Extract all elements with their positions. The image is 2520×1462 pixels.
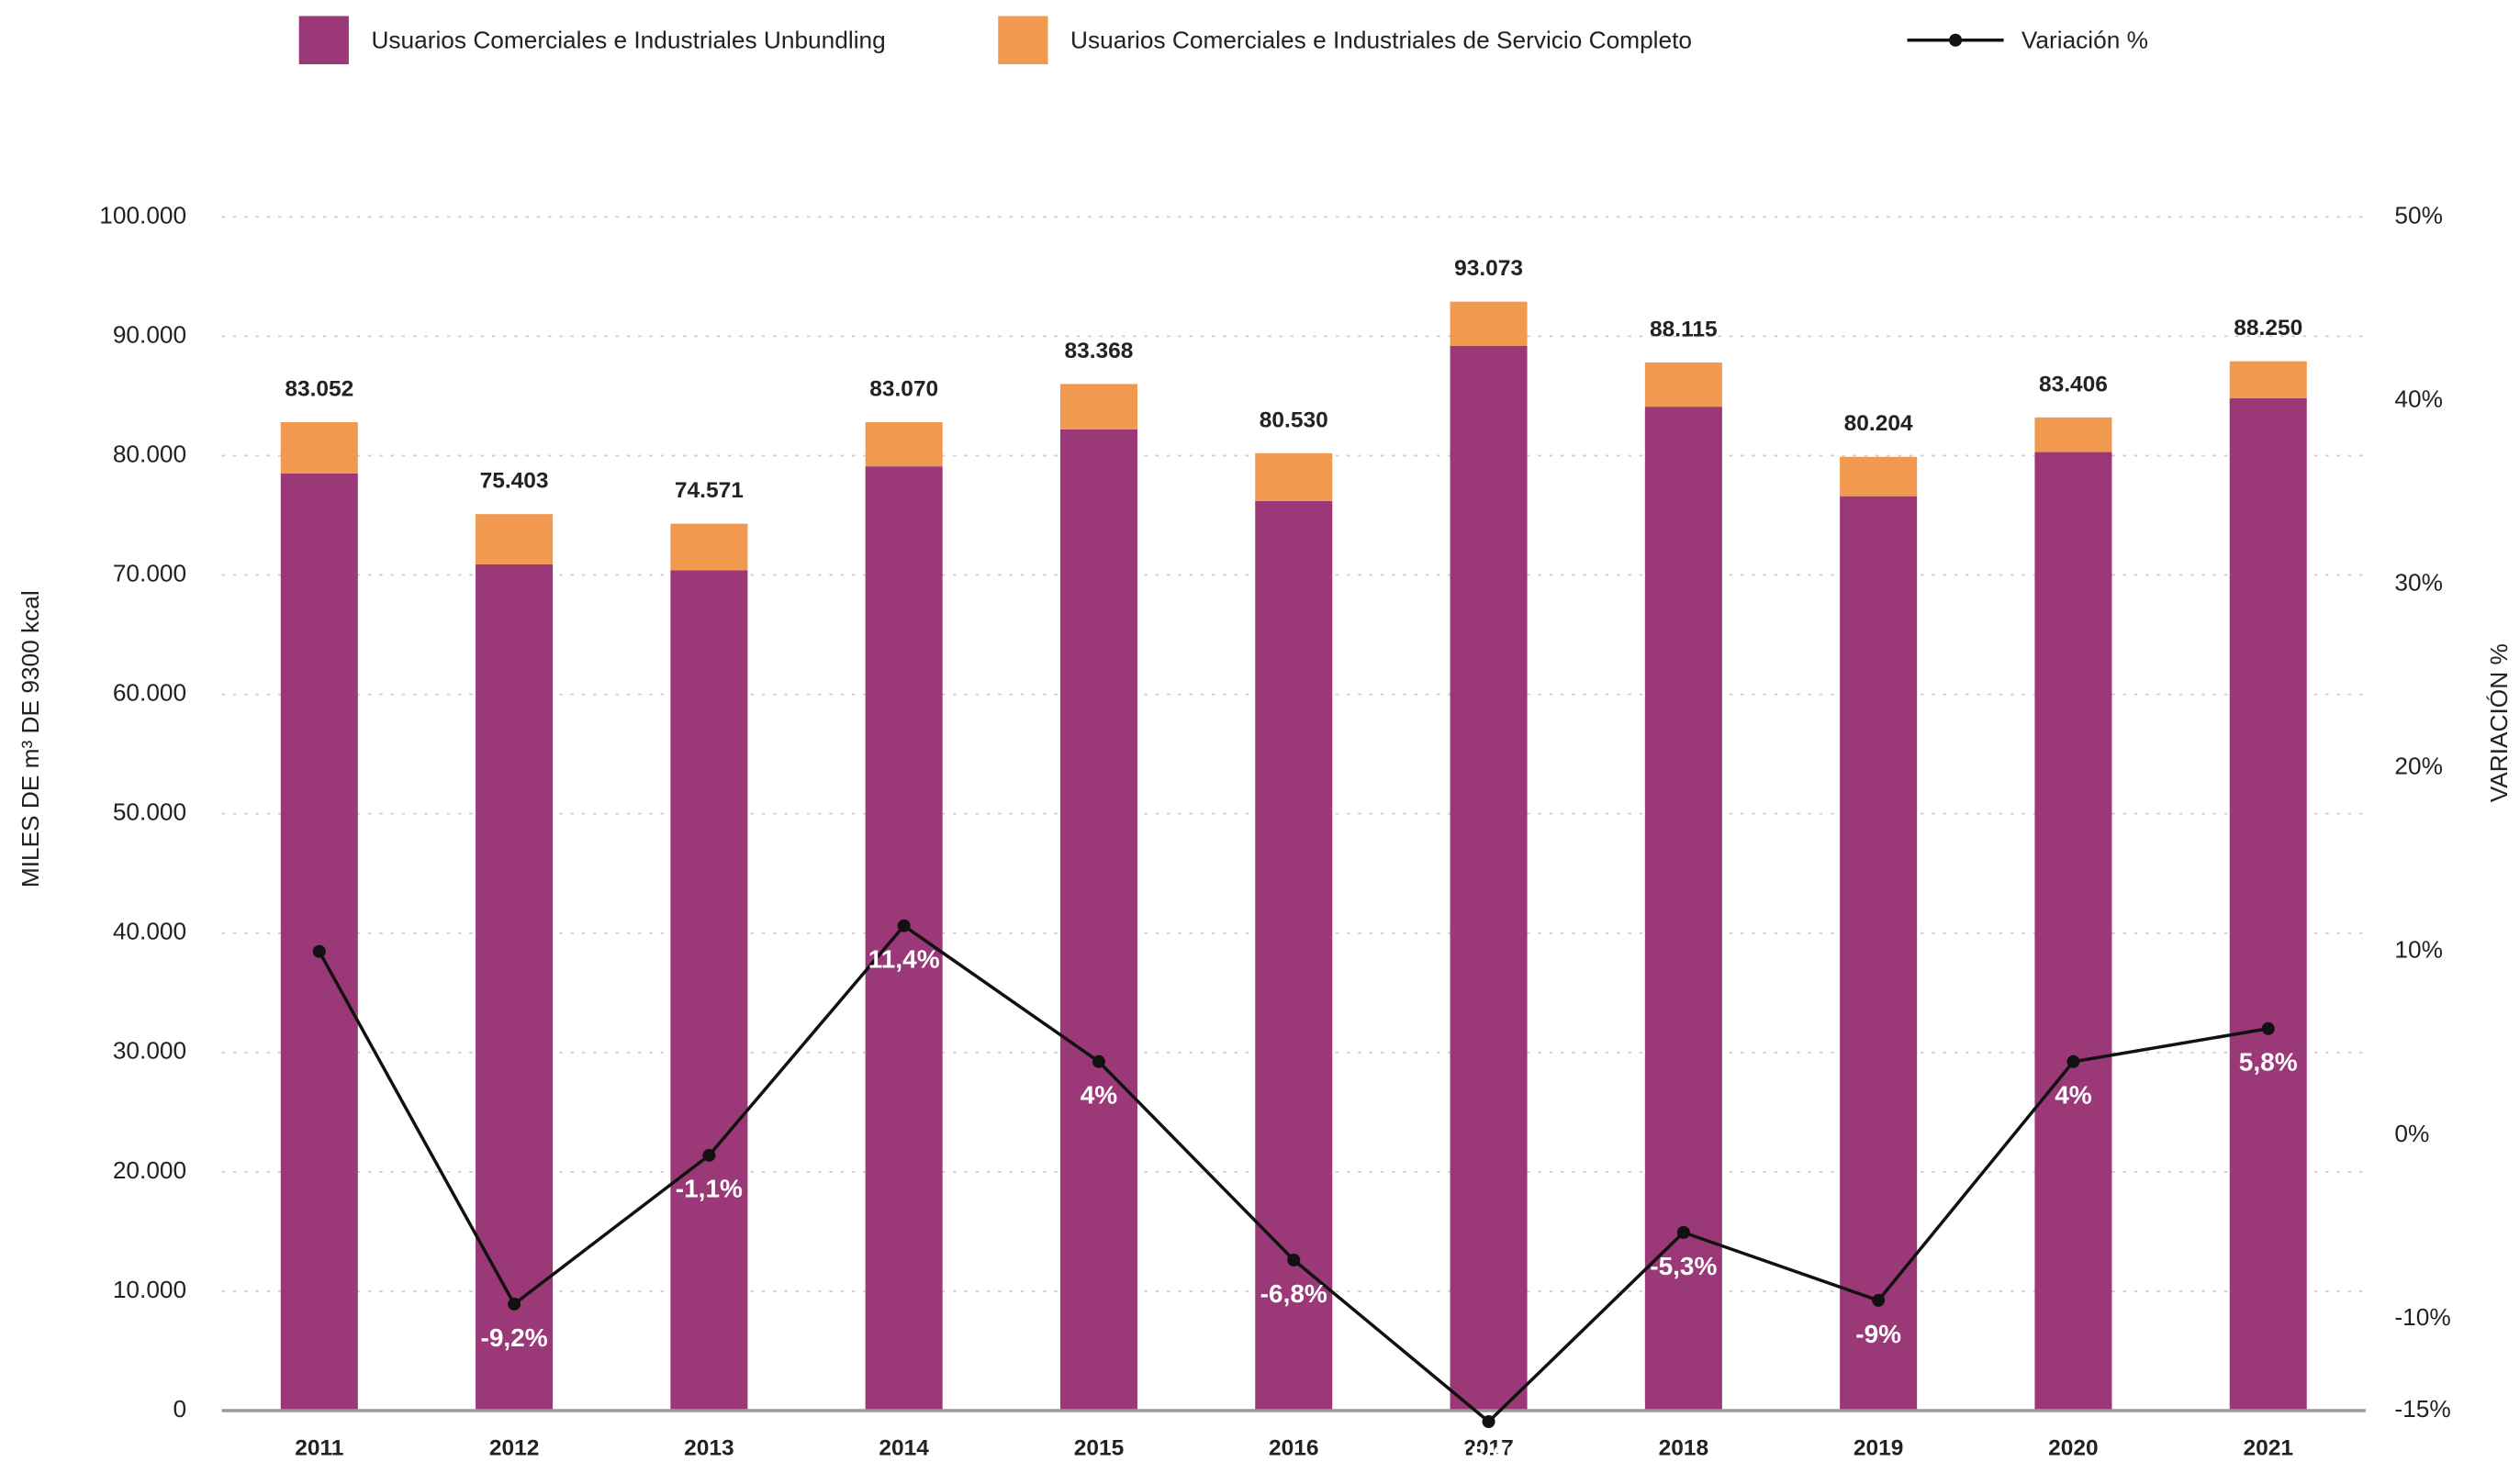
line-value-label: 4% — [1081, 1081, 1118, 1110]
line-value-label: -1,1% — [676, 1175, 743, 1203]
legend-marker — [1949, 33, 1963, 47]
total-label: 74.571 — [675, 478, 744, 503]
bar-segment — [1840, 496, 1918, 1411]
total-label: 80.204 — [1844, 411, 1913, 436]
total-label: 88.115 — [1650, 317, 1718, 341]
bar-segment — [1059, 429, 1137, 1411]
bar-segment — [670, 523, 748, 571]
bar-segment — [1255, 452, 1333, 501]
line-value-label: -9,2% — [481, 1323, 548, 1352]
line-value-label: -15,6% — [1448, 1441, 1529, 1462]
y2-tick-label: 20% — [2394, 753, 2443, 780]
bar-segment — [280, 473, 358, 1411]
y2-tick-label: 50% — [2394, 201, 2443, 229]
total-label: 75.403 — [480, 469, 549, 494]
line-value-label: 4% — [2055, 1081, 2092, 1110]
legend-swatch — [298, 16, 349, 65]
x-tick-label: 2018 — [1659, 1435, 1709, 1460]
line-point — [1287, 1253, 1301, 1267]
y-tick-label: 100.000 — [99, 201, 186, 229]
line-value-label: 5,8% — [2239, 1048, 2298, 1077]
total-label: 83.052 — [285, 376, 353, 401]
line-point — [702, 1148, 716, 1162]
y2-tick-label: -10% — [2394, 1303, 2450, 1331]
line-value-label: 11,4% — [868, 945, 940, 974]
y-tick-label: 20.000 — [113, 1156, 186, 1184]
bar-segment — [280, 422, 358, 474]
total-label: 83.406 — [2039, 372, 2108, 396]
line-value-label: -9% — [1855, 1320, 1901, 1348]
x-tick-label: 2017 — [1463, 1435, 1514, 1460]
legend-label: Variación % — [2022, 26, 2148, 53]
y-tick-label: 40.000 — [113, 918, 186, 945]
y2-axis-title: VARIACIÓN % — [2485, 643, 2513, 802]
bar-segment — [476, 564, 554, 1411]
x-tick-label: 2013 — [684, 1435, 734, 1460]
bar-segment — [476, 514, 554, 564]
bar-segment — [1644, 407, 1722, 1411]
y-axis-title: MILES DE m³ DE 9300 kcal — [17, 590, 44, 887]
x-tick-label: 2015 — [1074, 1435, 1125, 1460]
line-point — [312, 944, 326, 958]
line-point — [2066, 1055, 2080, 1068]
bar-segment — [1450, 345, 1528, 1411]
y2-tick-label: 0% — [2394, 1120, 2429, 1147]
total-label: 83.368 — [1064, 339, 1133, 363]
y-tick-label: 50.000 — [113, 798, 186, 826]
y-tick-label: 90.000 — [113, 320, 186, 348]
bar-segment — [670, 570, 748, 1411]
y-tick-label: 80.000 — [113, 440, 186, 467]
line-point — [1482, 1414, 1495, 1428]
bar-segment — [1059, 384, 1137, 430]
line-point — [1872, 1293, 1886, 1307]
bar-segment — [2229, 398, 2307, 1411]
line-point — [2261, 1021, 2275, 1035]
x-tick-label: 2019 — [1854, 1435, 1904, 1460]
total-label: 88.250 — [2234, 316, 2302, 340]
legend-label: Usuarios Comerciales e Industriales Unbu… — [371, 26, 885, 53]
bar-segment — [2229, 361, 2307, 399]
y-tick-label: 70.000 — [113, 559, 186, 586]
bar-segment — [1644, 363, 1722, 407]
line-point — [508, 1297, 521, 1311]
y-tick-label: 10.000 — [113, 1276, 186, 1303]
y-tick-label: 60.000 — [113, 679, 186, 707]
bar-segment — [2034, 417, 2112, 452]
line-point — [1092, 1055, 1105, 1068]
x-tick-label: 2016 — [1269, 1435, 1319, 1460]
total-label: 93.073 — [1454, 256, 1523, 281]
line-point — [1676, 1225, 1690, 1239]
x-tick-label: 2012 — [489, 1435, 540, 1460]
y2-tick-label: 10% — [2394, 936, 2443, 964]
x-tick-label: 2011 — [295, 1435, 343, 1460]
bar-segment — [1255, 500, 1333, 1411]
bar-segment — [1840, 456, 1918, 497]
legend-swatch — [998, 16, 1048, 65]
bar-segment — [865, 422, 943, 467]
x-tick-label: 2021 — [2243, 1435, 2293, 1460]
total-label: 83.070 — [869, 376, 938, 401]
bar-segment — [865, 466, 943, 1411]
y-tick-label: 30.000 — [113, 1037, 186, 1065]
total-label: 80.530 — [1260, 407, 1328, 432]
bar-segment — [1450, 301, 1528, 346]
line-value-label: -5,3% — [1650, 1252, 1717, 1280]
y2-tick-label: -15% — [2394, 1395, 2450, 1423]
line-value-label: -6,8% — [1260, 1279, 1327, 1308]
x-tick-label: 2020 — [2048, 1435, 2099, 1460]
y2-tick-label: 40% — [2394, 385, 2443, 412]
line-point — [897, 919, 911, 932]
x-tick-label: 2014 — [879, 1435, 929, 1460]
legend-label: Usuarios Comerciales e Industriales de S… — [1070, 26, 1692, 53]
y-tick-label: 0 — [174, 1395, 187, 1423]
bar-segment — [2034, 452, 2112, 1411]
y2-tick-label: 30% — [2394, 568, 2443, 596]
